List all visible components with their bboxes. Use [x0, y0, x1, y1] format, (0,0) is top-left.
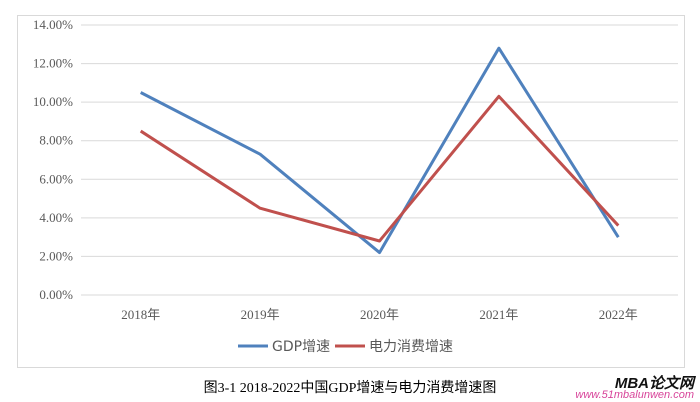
x-tick-label: 2022年 [599, 307, 638, 322]
x-tick-label: 2020年 [360, 307, 399, 322]
chart-frame [17, 15, 685, 368]
y-tick-label: 6.00% [39, 171, 73, 186]
y-tick-label: 2.00% [39, 248, 73, 263]
watermark-url: www.51mbalunwen.com [575, 389, 694, 401]
series-line-0 [140, 46, 620, 255]
y-tick-label: 0.00% [39, 287, 73, 302]
watermark-brand: MBA论文网 [614, 375, 694, 392]
figure-caption: 图3-1 2018-2022中国GDP增速与电力消费增速图 [203, 381, 497, 396]
y-tick-label: 12.00% [33, 56, 73, 71]
y-tick-label: 8.00% [39, 133, 73, 148]
series-line-1 [139, 94, 620, 243]
x-tick-label: 2018年 [121, 307, 160, 322]
x-tick-label: 2019年 [241, 307, 280, 322]
y-tick-label: 4.00% [39, 210, 73, 225]
legend-label: 电力消费增速 [369, 339, 453, 355]
y-tick-label: 14.00% [33, 17, 73, 32]
x-tick-label: 2021年 [479, 307, 518, 322]
legend-label: GDP增速 [272, 339, 330, 355]
y-tick-label: 10.00% [33, 94, 73, 109]
